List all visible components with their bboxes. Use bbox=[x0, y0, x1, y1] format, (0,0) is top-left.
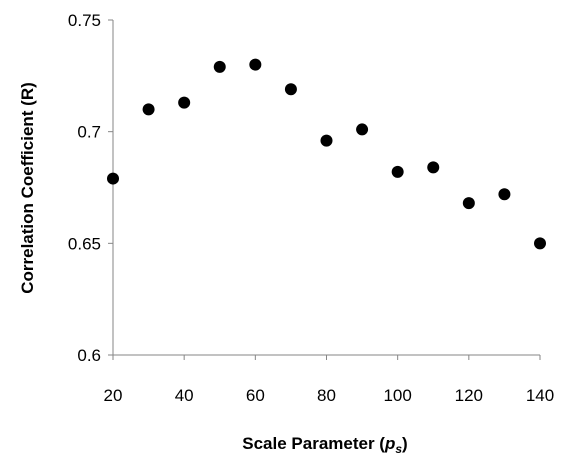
x-axis-title-symbol: p bbox=[384, 434, 395, 453]
data-point bbox=[391, 165, 404, 178]
data-point bbox=[462, 197, 475, 210]
data-point bbox=[427, 161, 440, 174]
y-tick-label: 0.75 bbox=[68, 11, 101, 30]
x-axis-tick-labels: 20 40 60 80 100 120 140 bbox=[104, 386, 555, 405]
data-point bbox=[249, 58, 262, 71]
x-axis-title: Scale Parameter (ps) bbox=[242, 434, 407, 456]
data-point bbox=[213, 60, 226, 73]
y-tick-label: 0.7 bbox=[77, 123, 101, 142]
y-tick-label: 0.65 bbox=[68, 234, 101, 253]
y-tick-label: 0.6 bbox=[77, 346, 101, 365]
data-point bbox=[142, 103, 155, 116]
y-axis-tick-labels: 0.6 0.65 0.7 0.75 bbox=[68, 11, 101, 365]
x-axis-title-subscript: s bbox=[395, 442, 402, 456]
x-tick-label: 40 bbox=[175, 386, 194, 405]
data-point bbox=[534, 237, 546, 250]
data-point bbox=[356, 123, 369, 136]
data-point bbox=[284, 83, 297, 96]
data-point bbox=[320, 134, 333, 147]
x-tick-label: 60 bbox=[246, 386, 265, 405]
x-axis-title-text: Scale Parameter ( bbox=[242, 434, 385, 453]
x-axis-title-close: ) bbox=[402, 434, 408, 453]
data-points bbox=[107, 58, 546, 250]
y-axis-title: Correlation Coefficient (R) bbox=[18, 82, 37, 294]
x-tick-label: 80 bbox=[317, 386, 336, 405]
data-point bbox=[178, 96, 191, 109]
data-point bbox=[107, 172, 119, 185]
x-tick-label: 140 bbox=[526, 386, 554, 405]
x-tick-label: 20 bbox=[104, 386, 123, 405]
data-point bbox=[498, 188, 511, 201]
x-tick-label: 120 bbox=[455, 386, 483, 405]
chart-axes bbox=[108, 19, 541, 360]
x-tick-label: 100 bbox=[383, 386, 411, 405]
